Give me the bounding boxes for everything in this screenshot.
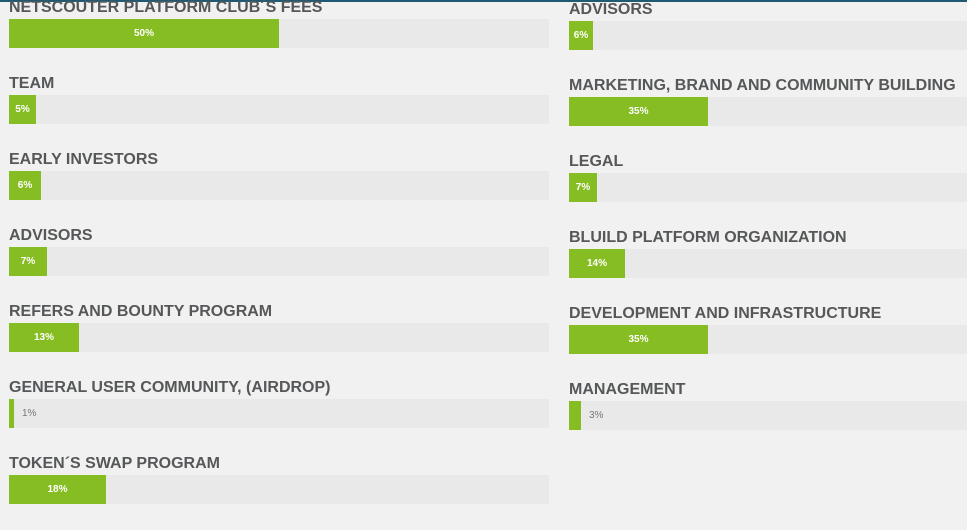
allocation-item: MANAGEMENT 3% [569,380,967,456]
allocation-label: LEGAL [569,153,624,170]
progress-track: 6% [569,21,967,50]
allocation-item: ADVISORS 7% [9,226,549,302]
allocation-item: REFERS AND BOUNTY PROGRAM 13% [9,302,549,378]
allocation-label: MANAGEMENT [569,381,686,398]
allocation-label: NETSCOUTER PLATFORM CLUB´S FEES [9,0,323,16]
allocation-label: REFERS AND BOUNTY PROGRAM [9,303,273,320]
allocation-item: ADVISORS 6% [569,0,967,76]
allocation-label: GENERAL USER COMMUNITY, (AIRDROP) [9,379,331,396]
allocation-label: BLUILD PLATFORM ORGANIZATION [569,229,847,246]
percent-label: 6% [17,180,33,191]
progress-track: 7% [9,247,549,276]
allocation-item: EARLY INVESTORS 6% [9,150,549,226]
percent-label: 7% [20,256,36,267]
progress-track: 7% [569,173,967,202]
progress-track: 3% [569,401,967,430]
percent-label: 3% [589,410,604,421]
progress-track: 6% [9,171,549,200]
top-border [0,0,967,2]
progress-track: 13% [9,323,549,352]
allocation-item: BLUILD PLATFORM ORGANIZATION 14% [569,228,967,304]
percent-label: 6% [573,30,589,41]
progress-track: 50% [9,19,549,48]
allocation-item: NETSCOUTER PLATFORM CLUB´S FEES 50% [9,0,549,74]
progress-track: 18% [9,475,549,504]
progress-fill [569,97,708,126]
percent-label: 1% [22,408,37,419]
percent-label: 35% [628,106,649,117]
progress-fill [9,95,36,124]
percent-label: 7% [575,182,591,193]
percent-label: 14% [586,258,607,269]
progress-fill [9,323,79,352]
progress-track: 14% [569,249,967,278]
allocation-label: EARLY INVESTORS [9,151,159,168]
progress-fill [569,401,581,430]
progress-fill [9,475,106,504]
allocation-item: DEVELOPMENT AND INFRASTRUCTURE 35% [569,304,967,380]
allocation-item: MARKETING, BRAND AND COMMUNITY BUILDING … [569,76,967,152]
allocation-item: TOKEN´S SWAP PROGRAM 18% [9,454,549,530]
progress-fill [569,21,593,50]
percent-label: 50% [133,28,154,39]
percent-label: 13% [33,332,54,343]
allocation-item: LEGAL 7% [569,152,967,228]
allocation-label: TEAM [9,75,55,92]
progress-fill [9,247,47,276]
progress-fill [9,171,41,200]
progress-fill [569,173,597,202]
progress-track: 1% [9,399,549,428]
allocation-label: DEVELOPMENT AND INFRASTRUCTURE [569,305,882,322]
allocation-label: TOKEN´S SWAP PROGRAM [9,455,220,472]
progress-fill [9,19,279,48]
allocation-label: ADVISORS [9,227,93,244]
allocation-item: TEAM 5% [9,74,549,150]
progress-fill [569,325,708,354]
progress-track: 5% [9,95,549,124]
progress-track: 35% [569,97,967,126]
progress-track: 35% [569,325,967,354]
allocation-label: ADVISORS [569,1,653,18]
allocation-item: GENERAL USER COMMUNITY, (AIRDROP) 1% [9,378,549,454]
allocation-label: MARKETING, BRAND AND COMMUNITY BUILDING [569,77,956,94]
percent-label: 18% [47,484,68,495]
percent-label: 5% [15,104,30,115]
percent-label: 35% [628,334,649,345]
progress-fill [9,399,14,428]
progress-fill [569,249,625,278]
